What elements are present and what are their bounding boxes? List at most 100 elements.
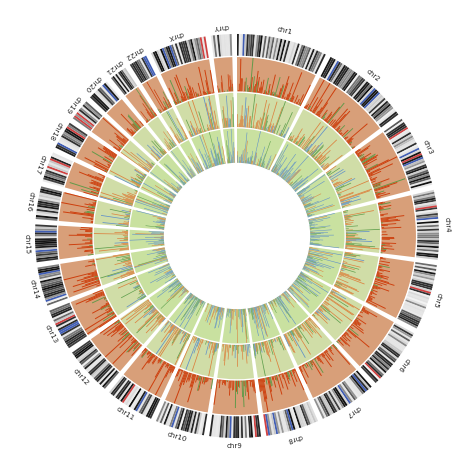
Wedge shape — [329, 293, 330, 294]
Wedge shape — [134, 169, 146, 177]
Wedge shape — [281, 373, 284, 379]
Wedge shape — [272, 126, 275, 134]
Wedge shape — [290, 286, 292, 287]
Wedge shape — [142, 395, 154, 416]
Wedge shape — [368, 294, 370, 295]
Wedge shape — [102, 222, 129, 226]
Wedge shape — [65, 331, 86, 345]
Wedge shape — [151, 233, 164, 234]
Wedge shape — [195, 296, 197, 298]
Wedge shape — [229, 415, 232, 438]
Wedge shape — [134, 130, 137, 133]
Wedge shape — [158, 356, 159, 357]
Wedge shape — [326, 298, 329, 301]
Wedge shape — [150, 119, 151, 121]
Wedge shape — [262, 378, 269, 412]
Wedge shape — [155, 314, 163, 322]
Wedge shape — [309, 223, 313, 224]
Wedge shape — [163, 131, 175, 148]
Wedge shape — [334, 285, 353, 295]
Wedge shape — [262, 341, 264, 346]
Wedge shape — [328, 61, 341, 82]
Wedge shape — [273, 107, 283, 134]
Wedge shape — [121, 114, 138, 132]
Wedge shape — [251, 126, 252, 129]
Wedge shape — [241, 34, 243, 57]
Wedge shape — [115, 232, 129, 233]
Text: chr5: chr5 — [432, 292, 442, 309]
Wedge shape — [345, 222, 354, 224]
Wedge shape — [327, 60, 339, 81]
Wedge shape — [277, 336, 282, 345]
Wedge shape — [267, 84, 271, 95]
Wedge shape — [282, 293, 288, 301]
Wedge shape — [172, 329, 181, 344]
Wedge shape — [187, 178, 190, 181]
Wedge shape — [129, 254, 130, 255]
Wedge shape — [374, 278, 394, 286]
Wedge shape — [351, 373, 367, 392]
Wedge shape — [181, 174, 189, 182]
Wedge shape — [258, 368, 309, 414]
Wedge shape — [247, 303, 281, 343]
Wedge shape — [345, 240, 372, 242]
Wedge shape — [182, 40, 190, 63]
Wedge shape — [277, 296, 296, 324]
Wedge shape — [116, 136, 126, 145]
Wedge shape — [310, 51, 320, 72]
Wedge shape — [365, 257, 415, 318]
Wedge shape — [399, 312, 420, 323]
Wedge shape — [136, 211, 167, 219]
Wedge shape — [381, 237, 394, 238]
Wedge shape — [293, 190, 294, 191]
Wedge shape — [97, 366, 114, 384]
Wedge shape — [352, 146, 356, 150]
Wedge shape — [264, 90, 265, 95]
Wedge shape — [164, 188, 176, 196]
Wedge shape — [203, 170, 204, 171]
Wedge shape — [253, 307, 254, 312]
Wedge shape — [173, 101, 176, 106]
Wedge shape — [184, 86, 190, 100]
Wedge shape — [146, 315, 163, 333]
Wedge shape — [170, 282, 182, 292]
Wedge shape — [179, 138, 182, 143]
Wedge shape — [282, 83, 288, 100]
Wedge shape — [378, 208, 384, 210]
Wedge shape — [69, 235, 93, 236]
Wedge shape — [374, 280, 387, 286]
Wedge shape — [90, 360, 108, 377]
Wedge shape — [177, 188, 181, 191]
Wedge shape — [52, 152, 73, 163]
Wedge shape — [258, 378, 261, 392]
Wedge shape — [167, 131, 177, 146]
Wedge shape — [353, 81, 369, 100]
Wedge shape — [139, 95, 155, 118]
Wedge shape — [284, 137, 285, 139]
Wedge shape — [216, 305, 217, 307]
Wedge shape — [221, 307, 224, 317]
Wedge shape — [214, 110, 218, 130]
Wedge shape — [348, 376, 365, 395]
Wedge shape — [143, 307, 156, 318]
Wedge shape — [291, 369, 292, 371]
Wedge shape — [339, 188, 373, 201]
Wedge shape — [341, 264, 359, 270]
Wedge shape — [274, 133, 275, 135]
Wedge shape — [61, 325, 82, 338]
Wedge shape — [162, 213, 168, 215]
Wedge shape — [308, 251, 310, 252]
Wedge shape — [73, 278, 100, 287]
Wedge shape — [414, 264, 438, 269]
Wedge shape — [183, 97, 186, 102]
Wedge shape — [126, 199, 135, 202]
Wedge shape — [196, 129, 199, 135]
Wedge shape — [331, 182, 333, 184]
Wedge shape — [162, 315, 164, 318]
Wedge shape — [377, 110, 397, 125]
Wedge shape — [331, 178, 338, 183]
Wedge shape — [316, 155, 323, 162]
Wedge shape — [307, 215, 312, 217]
Wedge shape — [36, 211, 59, 215]
Wedge shape — [128, 194, 136, 197]
